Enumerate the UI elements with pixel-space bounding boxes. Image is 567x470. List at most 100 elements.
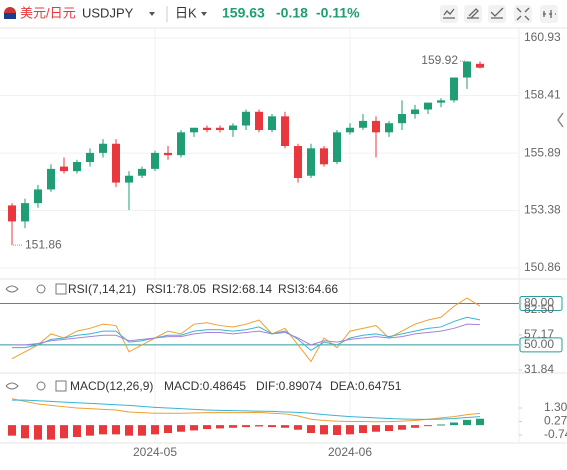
price-change-pct: -0.11% — [316, 5, 360, 21]
y-tick-label: -0.74873 — [544, 427, 567, 441]
pair-name[interactable]: 美元/日元 — [20, 5, 76, 20]
macd-bar — [151, 425, 159, 435]
candle-body — [164, 152, 172, 156]
macd-bar — [424, 425, 432, 427]
macd-bar — [177, 425, 185, 432]
tool-icon — [467, 8, 479, 19]
tool-button[interactable] — [440, 5, 458, 23]
y-tick-label: 1.30057 — [544, 400, 567, 414]
candle-body — [320, 148, 328, 165]
candle-body — [138, 168, 146, 176]
max-label: 159.92 — [421, 53, 458, 67]
candle-body — [73, 162, 81, 172]
candle-body — [268, 116, 276, 131]
rsi-title: RSI(7,14,21) — [68, 282, 136, 296]
legend-entry: RSI2:68.14 — [212, 282, 272, 296]
x-tick-label: 2024-06 — [328, 445, 372, 459]
candle-body — [34, 189, 42, 204]
macd-bar — [255, 425, 263, 427]
candle-body — [463, 61, 471, 78]
macd-bar — [216, 425, 224, 429]
last-price: 159.63 — [222, 5, 265, 21]
tool-icon — [443, 8, 455, 19]
macd-bar — [73, 425, 81, 437]
rsi-line — [12, 323, 481, 346]
tool-icon — [543, 10, 556, 18]
candle-body — [112, 143, 120, 183]
settings-icon[interactable] — [36, 381, 46, 391]
period[interactable]: 日K — [175, 5, 197, 20]
y-tick-label: 155.89 — [524, 145, 561, 159]
legend-entry: RSI1:78.05 — [146, 282, 206, 296]
macd-bar — [476, 418, 484, 426]
y-tick-label: 31.84 — [524, 362, 554, 376]
candle-body — [294, 146, 302, 179]
y-tick-label: 153.38 — [524, 203, 561, 217]
x-tick-label: 2024-05 — [133, 445, 177, 459]
macd-line — [11, 398, 481, 423]
macd-bar — [463, 419, 471, 426]
macd-bar — [372, 425, 380, 432]
macd-bar — [411, 425, 419, 428]
candle-body — [424, 102, 432, 110]
candle-body — [255, 111, 263, 131]
candle-body — [385, 123, 393, 133]
macd-bar — [437, 424, 445, 426]
candle-body — [203, 127, 211, 131]
expand-icon[interactable] — [55, 380, 67, 392]
macd-bar — [21, 425, 29, 439]
candle-body — [333, 132, 341, 163]
candle-body — [229, 125, 237, 131]
candle-body — [359, 120, 367, 128]
tool-button[interactable] — [464, 5, 482, 23]
macd-bar — [281, 425, 289, 428]
symbol[interactable]: USDJPY — [82, 5, 134, 20]
macd-bar — [450, 422, 458, 426]
candle-body — [60, 166, 68, 172]
dropdown-caret[interactable] — [149, 12, 155, 16]
min-label: 151.86 — [25, 237, 62, 251]
expand-icon[interactable] — [55, 283, 67, 295]
expand-arrow[interactable] — [557, 112, 564, 128]
candle-body — [151, 152, 159, 169]
y-tick-label: 0.27592 — [544, 414, 567, 428]
macd-bar — [112, 425, 120, 435]
candle-body — [190, 127, 198, 133]
candle-body — [346, 127, 354, 133]
macd-bar — [385, 425, 393, 432]
candle-body — [437, 100, 445, 103]
macd-bar — [164, 425, 172, 434]
y-tick-label: 50.00 — [524, 337, 554, 351]
macd-bar — [268, 425, 276, 428]
macd-bar — [294, 425, 302, 430]
macd-bar — [60, 425, 68, 439]
tool-icon — [490, 7, 504, 19]
candle-body — [99, 143, 107, 153]
macd-bar — [203, 425, 211, 430]
settings-icon[interactable] — [36, 284, 46, 294]
candle-body — [281, 116, 289, 147]
macd-bar — [320, 425, 328, 435]
candle-body — [307, 148, 315, 176]
candle-body — [21, 203, 29, 222]
candle-body — [47, 168, 55, 190]
macd-title: MACD(12,26,9) — [70, 379, 153, 393]
flag-icon-lower — [4, 13, 16, 19]
eye-icon[interactable] — [5, 285, 19, 293]
candle-body — [86, 152, 94, 163]
dropdown-caret[interactable] — [201, 12, 207, 16]
macd-bar — [34, 425, 42, 440]
legend-entry: RSI3:64.66 — [278, 282, 338, 296]
macd-line — [12, 399, 481, 420]
tool-button[interactable] — [514, 5, 532, 23]
macd-bar — [125, 425, 133, 436]
candle-body — [450, 77, 458, 101]
y-tick-label: 158.41 — [524, 88, 561, 102]
candle-body — [411, 109, 419, 115]
macd-bar — [333, 425, 341, 436]
eye-icon[interactable] — [5, 382, 19, 390]
macd-bar — [47, 425, 55, 440]
macd-bar — [99, 425, 107, 435]
y-tick-label: 82.50 — [524, 302, 554, 316]
